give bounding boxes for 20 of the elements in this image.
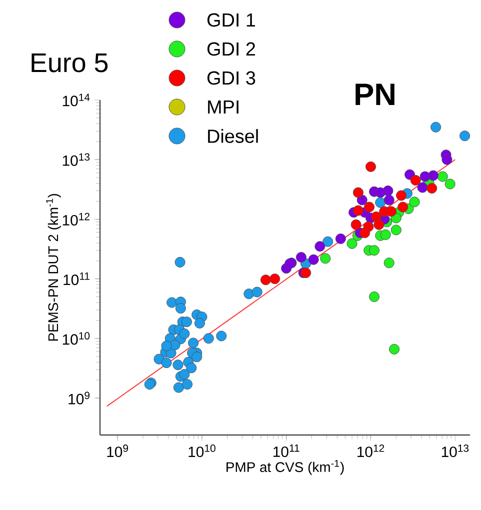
- y-tick-label: 10$^{14}$: [62, 94, 90, 106]
- legend-label: Diesel: [208, 129, 258, 143]
- x-tick-label: 10$^{10}$: [188, 444, 216, 458]
- legend-label: MPI: [208, 100, 238, 114]
- chart-title: PN: [356, 84, 394, 105]
- y-axis-title: PEMS-PN DUT 2 (km$^{-1}$): [46, 194, 61, 341]
- legend-label: GDI 1: [207, 13, 256, 27]
- x-tick-label: 10$^{12}$: [358, 444, 384, 458]
- y-tick-label: 10$^{9}$: [68, 392, 90, 404]
- legend-label: GDI 3: [207, 71, 256, 85]
- y-tick-label: 10$^{10}$: [62, 332, 90, 345]
- y-tick-label: 10$^{12}$: [62, 212, 90, 226]
- x-axis-title: PMP at CVS (km$^{-1}$): [226, 460, 344, 475]
- x-tick-label: 10$^{13}$: [442, 444, 469, 458]
- chart-subtitle: Euro 5: [32, 53, 108, 72]
- y-tick-label: 10$^{11}$: [64, 272, 90, 286]
- y-tick-label: 10$^{13}$: [62, 153, 90, 166]
- x-tick-label: 10$^{9}$: [107, 444, 128, 458]
- legend-label: GDI 2: [207, 42, 255, 56]
- x-tick-label: 10$^{11}$: [273, 444, 300, 458]
